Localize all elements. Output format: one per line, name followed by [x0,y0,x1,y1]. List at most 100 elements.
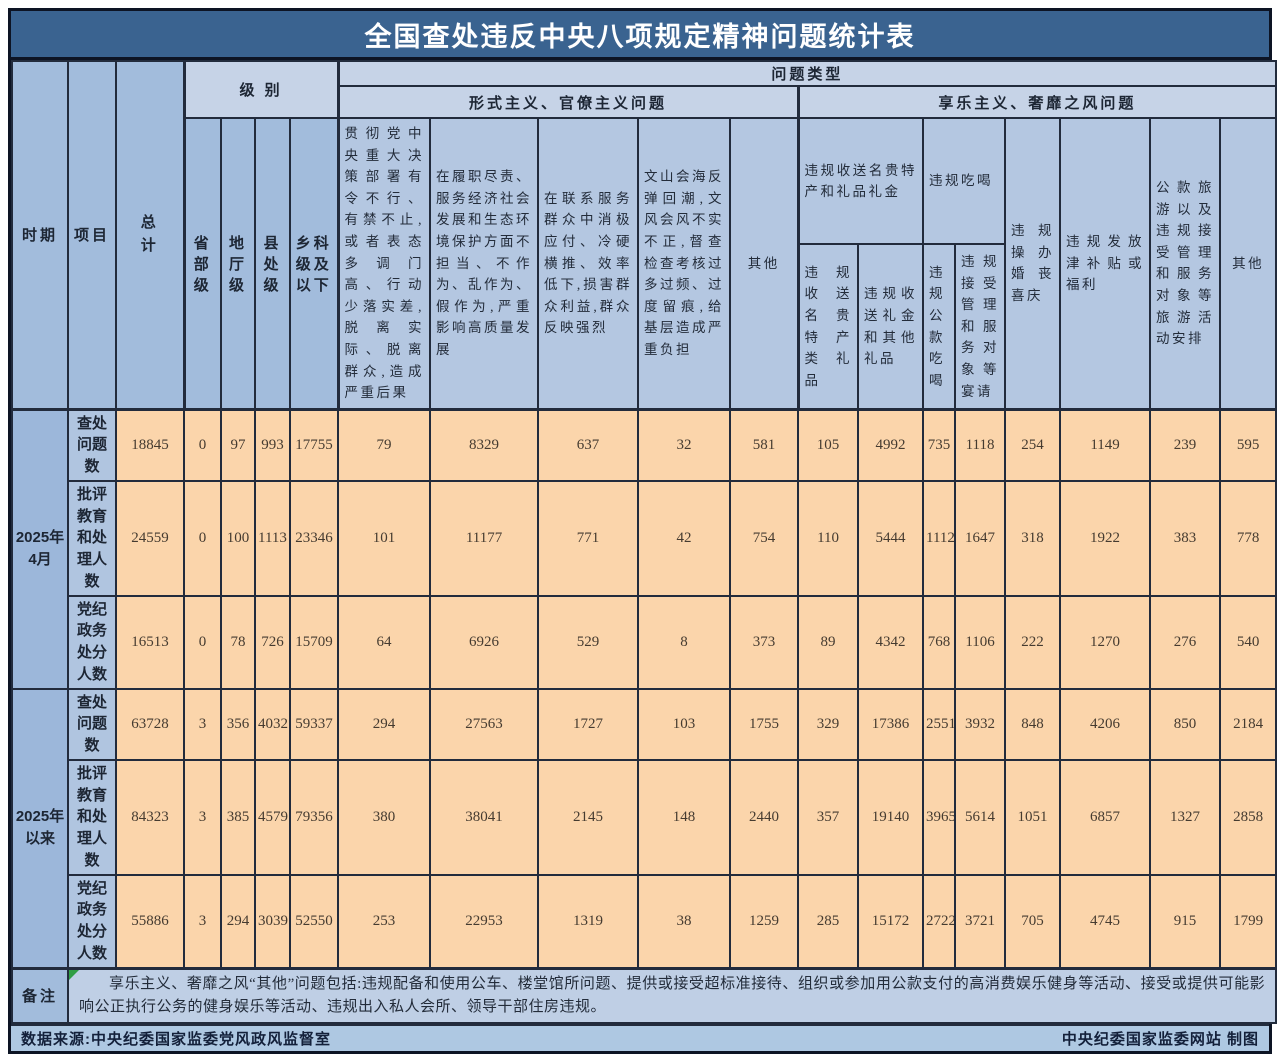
data-cell: 5444 [857,479,925,597]
data-cell: 1113 [254,479,291,597]
data-cell: 4206 [1059,687,1152,761]
remarks-label: 备注 [11,966,69,1025]
col-header-formalism-other: 其他 [729,116,800,411]
data-cell: 2184 [1219,687,1278,761]
data-cell: 101 [337,479,432,597]
data-cell: 105 [797,407,860,482]
row-header: 党纪政务处分人数 [67,594,117,690]
data-source: 数据来源:中央纪委国家监委党风政风监督室 [21,1031,331,1049]
data-cell: 4342 [857,594,925,690]
footer-bar: 数据来源:中央纪委国家监委党风政风监督室 中央纪委国家监委网站 制图 [11,1024,1269,1052]
data-cell: 63728 [115,687,185,761]
col-header-level-province: 省部级 [182,116,222,411]
data-cell: 97 [220,407,256,482]
col-header-period: 时期 [11,59,69,411]
data-cell: 64 [337,594,432,690]
data-cell: 148 [637,758,732,876]
col-header-formalism-1: 贯彻党中央重大决策部署有令不行、有禁不止,或者表态多调门高、行动少落实差,脱离实… [336,116,432,411]
data-cell: 2858 [1219,758,1278,876]
col-header-hedonism-other: 其他 [1219,116,1278,411]
col-group-hedonism: 享乐主义、奢靡之风问题 [796,85,1278,119]
data-cell: 768 [922,594,957,690]
col-header-gift-money: 违规收送礼金和其他礼品 [857,243,925,411]
data-cell: 2551 [922,687,957,761]
data-cell: 4579 [254,758,291,876]
table-frame: 全国查处违反中央八项规定精神问题统计表 时期 项目 总计 级 别 问题类型 形式 [8,8,1278,1054]
row-group-april-2025: 2025年4月 [11,407,69,690]
data-cell: 3932 [954,687,1007,761]
data-cell: 6926 [429,594,540,690]
data-cell: 778 [1219,479,1278,597]
data-cell: 2440 [729,758,800,876]
data-cell: 38041 [429,758,540,876]
row-header: 查处问题数 [67,687,117,761]
data-cell: 850 [1149,687,1222,761]
data-cell: 1319 [537,873,640,970]
table-row: 2025年以来 查处问题数 63728 3 356 4032 59337 294 27563… [11,687,1278,970]
data-cell: 993 [254,407,291,482]
data-cell: 383 [1149,479,1222,597]
data-cell: 2722 [922,873,957,970]
col-header-gift-specialty: 违规收送名贵特产类礼品 [796,243,860,411]
data-cell: 59337 [288,687,340,761]
data-cell: 726 [254,594,291,690]
data-cell: 529 [537,594,640,690]
data-cell: 42 [637,479,732,597]
data-cell: 285 [797,873,860,970]
data-cell: 294 [337,687,432,761]
data-cell: 5614 [954,758,1007,876]
data-cell: 754 [729,479,800,597]
data-cell: 4992 [857,407,925,482]
data-cell: 3 [183,873,222,970]
data-cell: 22953 [429,873,540,970]
data-cell: 55886 [115,873,185,970]
data-cell: 38 [637,873,732,970]
remarks-text: 享乐主义、奢靡之风“其他”问题包括:违规配备和使用公车、楼堂馆所问题、提供或接受… [79,975,1266,1015]
col-header-public-funds-dining: 违规公款吃喝 [922,243,957,411]
data-cell: 16513 [115,594,185,690]
data-cell: 3 [183,687,222,761]
data-cell: 110 [797,479,860,597]
col-header-public-travel: 公款旅游以及违规接受管理和服务对象等旅游活动安排 [1149,116,1222,411]
data-cell: 103 [637,687,732,761]
data-cell: 19140 [857,758,925,876]
statistics-table: 时期 项目 总计 级 别 问题类型 形式主义、官僚主义问题 享乐主义、奢靡之风问… [11,59,1278,1025]
data-cell: 705 [1004,873,1062,970]
data-cell: 24559 [115,479,185,597]
data-cell: 23346 [288,479,340,597]
data-cell: 1922 [1059,479,1152,597]
data-cell: 3 [183,758,222,876]
data-cell: 0 [183,594,222,690]
data-cell: 79 [337,407,432,482]
data-cell: 294 [220,873,256,970]
data-cell: 0 [183,479,222,597]
col-header-subsidies: 违规发放津补贴或福利 [1059,116,1152,411]
data-cell: 1112 [922,479,957,597]
data-cell: 1270 [1059,594,1152,690]
data-cell: 1799 [1219,873,1278,970]
data-cell: 318 [1004,479,1062,597]
data-cell: 15709 [288,594,340,690]
data-cell: 239 [1149,407,1222,482]
col-header-item: 项目 [67,59,117,411]
data-cell: 385 [220,758,256,876]
col-group-problem-type: 问题类型 [336,60,1278,87]
col-header-formalism-2: 在履职尽责、服务经济社会发展和生态环境保护方面不担当、不作为、乱作为、假作为,严… [429,116,540,411]
table-row: 批评教育和处理人数 84323 3 385 4579 79356 380 38041 2145… [12,758,1278,876]
row-header: 查处问题数 [67,407,117,482]
data-cell: 1106 [954,594,1007,690]
col-header-weddings-funerals: 违规操办婚丧喜庆 [1004,116,1062,411]
data-cell: 78 [220,594,256,690]
data-cell: 17755 [288,407,340,482]
col-header-level-county: 县处级 [254,116,291,411]
data-cell: 329 [797,687,860,761]
data-cell: 848 [1004,687,1062,761]
data-cell: 581 [729,407,800,482]
data-cell: 27563 [429,687,540,761]
data-cell: 915 [1149,873,1222,970]
col-group-gifts: 违规收送名贵特产和礼品礼金 [796,116,925,246]
data-cell: 6857 [1059,758,1152,876]
data-cell: 1647 [954,479,1007,597]
row-header: 党纪政务处分人数 [67,873,117,970]
data-cell: 3721 [954,873,1007,970]
